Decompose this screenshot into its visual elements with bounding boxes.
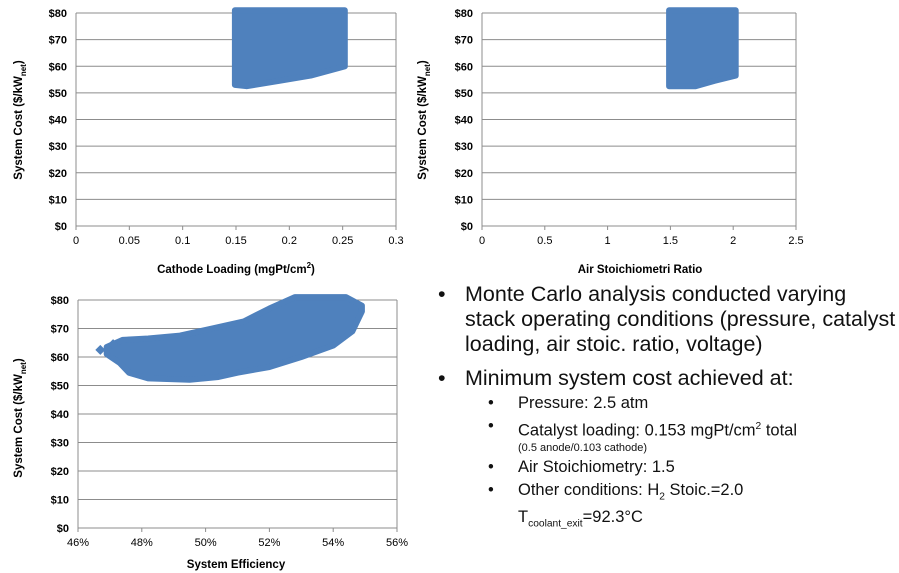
y-tick-label: $80 [455, 8, 473, 20]
sub-bullet-other: • Other conditions: H2 Stoic.=2.0 Tcoola… [438, 480, 896, 535]
x-tick-label: 0.25 [332, 235, 353, 247]
x-tick-label: 0.1 [175, 235, 190, 247]
x-tick-label: 0.5 [537, 235, 552, 247]
y-tick-label: $0 [461, 221, 473, 233]
y-tick-label: $60 [51, 352, 69, 364]
x-tick-label: 0 [479, 235, 485, 247]
chart-system-efficiency-svg: $0 $10 $20 $30 $40 $50 $60 $70 $80 46% 48% 50% 52% 54… [13, 294, 408, 571]
x-tick-label: 48% [131, 537, 153, 549]
data-point-cloud [666, 7, 739, 90]
sub-bullet-text-2: Tcoolant_exit=92.3°C [518, 507, 643, 530]
sub-bullet-air: • Air Stoichiometry: 1.5 [438, 457, 896, 478]
x-tick-label: 1.5 [663, 235, 678, 247]
x-tick-label: 0.2 [282, 235, 297, 247]
y-tick-label: $30 [51, 438, 69, 450]
chart-air-stoich: $0 $10 $20 $30 $40 $50 $60 $70 $80 0 0.5 1 1.5 2 2.5 A… [0, 0, 899, 285]
x-tick-label: 0.3 [388, 235, 403, 247]
bullet-panel: • Monte Carlo analysis conducted varying… [438, 282, 896, 534]
y-tick-label: $40 [49, 115, 67, 127]
y-axis-title: System Cost ($/kWnet) [13, 358, 28, 478]
y-tick-label: $60 [455, 61, 473, 73]
y-tick-label: $10 [455, 194, 473, 206]
sub-bullet-note: (0.5 anode/0.103 cathode) [518, 441, 648, 454]
sub-bullet-pressure: • Pressure: 2.5 atm [438, 393, 896, 414]
y-tick-label: $10 [49, 194, 67, 206]
data-point-cloud [103, 294, 365, 383]
bullet-dot: • [488, 394, 494, 412]
y-tick-label: $80 [51, 295, 69, 307]
bullet-item: • Minimum system cost achieved at: [438, 366, 896, 391]
y-tick-label: $0 [55, 221, 67, 233]
y-tick-label: $70 [455, 35, 473, 47]
x-tick-label: 52% [258, 537, 280, 549]
bullet-dot: • [438, 282, 446, 306]
sub-bullet-text: Pressure: 2.5 atm [518, 394, 649, 412]
data-point [108, 339, 119, 350]
x-tick-label: 54% [322, 537, 344, 549]
y-tick-label: $70 [49, 35, 67, 47]
sub-bullet-catalyst: • Catalyst loading: 0.153 mgPt/cm2 total… [438, 416, 896, 454]
y-tick-label: $20 [49, 168, 67, 180]
x-tick-label: 46% [67, 537, 89, 549]
data-point [95, 344, 106, 355]
x-tick-label: 1 [605, 235, 611, 247]
y-tick-label: $70 [51, 324, 69, 336]
x-tick-label: 0.15 [225, 235, 246, 247]
y-tick-label: $20 [51, 466, 69, 478]
x-axis-title: Cathode Loading (mgPt/cm2) [157, 261, 315, 276]
bullet-text: Monte Carlo analysis conducted varying s… [465, 282, 896, 356]
x-tick-label: 2 [730, 235, 736, 247]
y-tick-label: $80 [49, 8, 67, 20]
x-tick-label: 2.5 [788, 235, 803, 247]
y-tick-label: $50 [49, 88, 67, 100]
chart-cathode-loading: $0 $10 $20 $30 $40 $50 $60 $70 $80 0 0.05 0.1 0.15 0.… [0, 0, 420, 285]
x-axis-title: System Efficiency [187, 559, 286, 571]
x-tick-label: 50% [195, 537, 217, 549]
y-axis-title: System Cost ($/kWnet) [13, 60, 28, 180]
y-axis-title: System Cost ($/kWnet) [417, 60, 432, 180]
y-tick-label: $50 [455, 88, 473, 100]
y-tick-label: $10 [51, 495, 69, 507]
bullet-dot: • [488, 480, 494, 499]
chart-cathode-loading-svg: $0 $10 $20 $30 $40 $50 $60 $70 $80 0 0.05 0.1 0.15 0.… [13, 7, 404, 276]
bullet-text: Minimum system cost achieved at: [465, 366, 794, 390]
data-point-cloud [231, 7, 348, 90]
x-tick-label: 56% [386, 537, 408, 549]
chart-air-stoich-svg: $0 $10 $20 $30 $40 $50 $60 $70 $80 0 0.5 1 1.5 2 2.5 A… [417, 7, 804, 276]
bullet-item: • Monte Carlo analysis conducted varying… [438, 282, 896, 357]
x-tick-label: 0.05 [119, 235, 140, 247]
y-tick-label: $40 [51, 409, 69, 421]
y-tick-label: $40 [455, 115, 473, 127]
y-tick-label: $50 [51, 381, 69, 393]
bullet-dot: • [488, 457, 494, 476]
chart-system-efficiency: $0 $10 $20 $30 $40 $50 $60 $70 $80 46% 48% 50% 52% 54… [0, 0, 420, 573]
sub-bullet-text: Air Stoichiometry: 1.5 [518, 457, 675, 476]
y-tick-label: $30 [49, 141, 67, 153]
y-tick-label: $30 [455, 141, 473, 153]
bullet-dot: • [438, 366, 446, 390]
y-tick-label: $20 [455, 168, 473, 180]
sub-bullet-text: Other conditions: H2 Stoic.=2.0 [518, 480, 744, 502]
bullet-dot: • [488, 417, 494, 435]
y-tick-label: $0 [57, 523, 69, 535]
x-tick-label: 0 [73, 235, 79, 247]
x-axis-title: Air Stoichiometri Ratio [578, 264, 703, 276]
y-tick-label: $60 [49, 61, 67, 73]
sub-bullet-text: Catalyst loading: 0.153 mgPt/cm2 total [518, 421, 798, 440]
